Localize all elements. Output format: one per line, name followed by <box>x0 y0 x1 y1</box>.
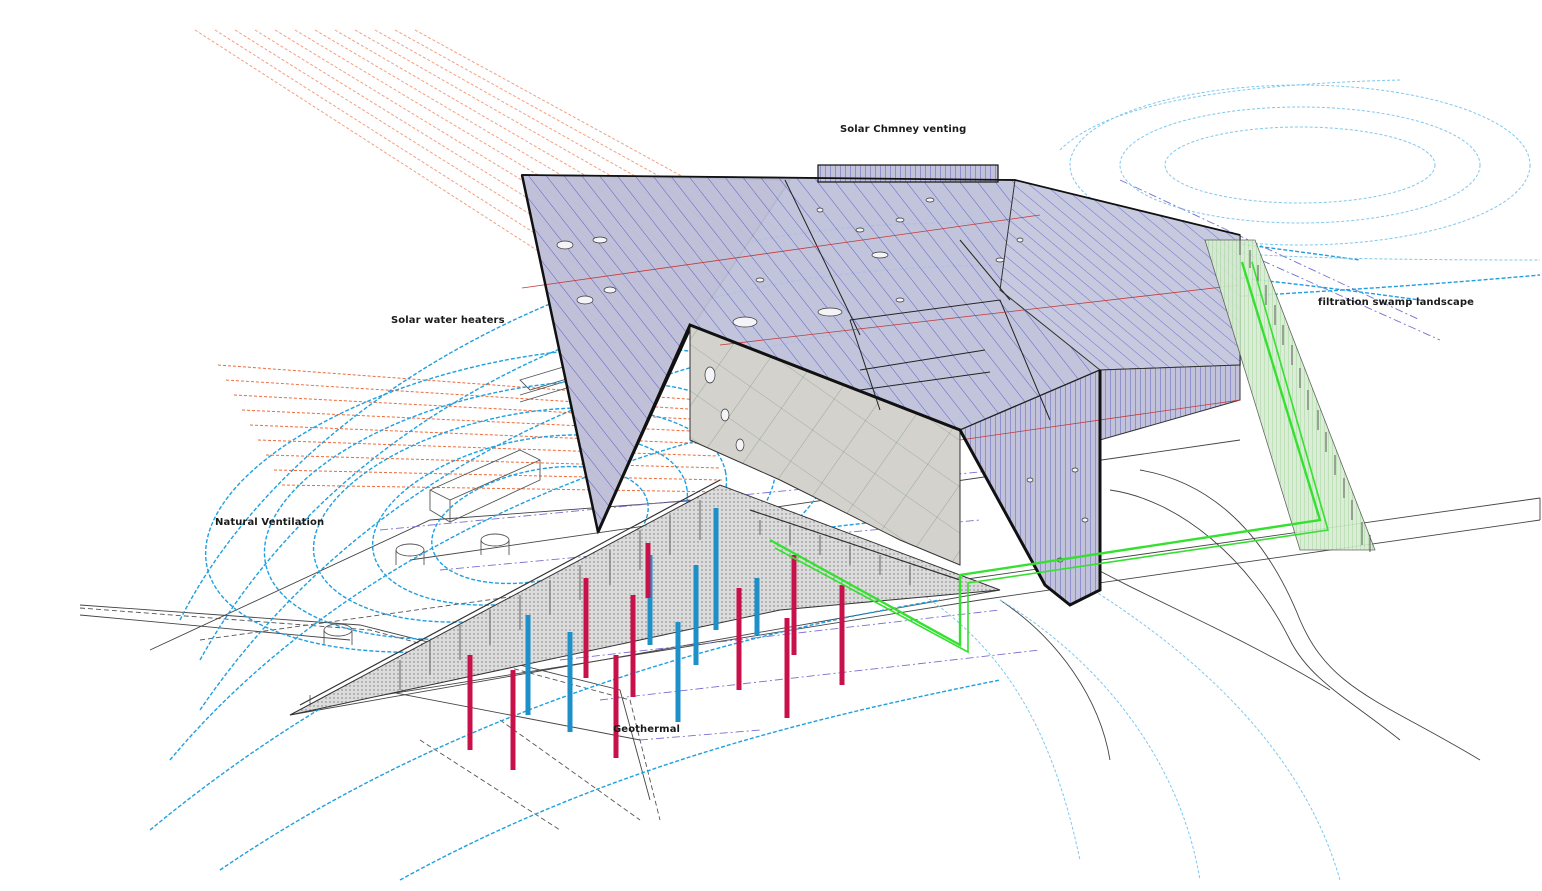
geothermal-pipes <box>467 508 845 770</box>
geothermal-return-pipe <box>467 543 845 770</box>
ridge-edge <box>521 174 1241 236</box>
ramp-railing <box>299 479 961 706</box>
roof-openings <box>556 197 1089 563</box>
structure-lines <box>521 179 1241 441</box>
east-facade <box>1099 364 1241 441</box>
label-solar-water-heaters: Solar water heaters <box>391 315 505 326</box>
west-edge <box>520 174 600 533</box>
label-geothermal: Geothermal <box>613 724 681 735</box>
water-pipe-2 <box>774 261 1330 654</box>
water-pipe <box>769 261 1322 648</box>
swamp-reeds <box>1239 240 1371 552</box>
label-natural-ventilation: Natural Ventilation <box>215 517 325 528</box>
geothermal-supply-pipe <box>525 508 760 732</box>
label-solar-chimney: Solar Chmney venting <box>840 124 967 135</box>
label-filtration-swamp: filtration swamp landscape <box>1318 297 1474 308</box>
fold-edge <box>596 323 1102 607</box>
